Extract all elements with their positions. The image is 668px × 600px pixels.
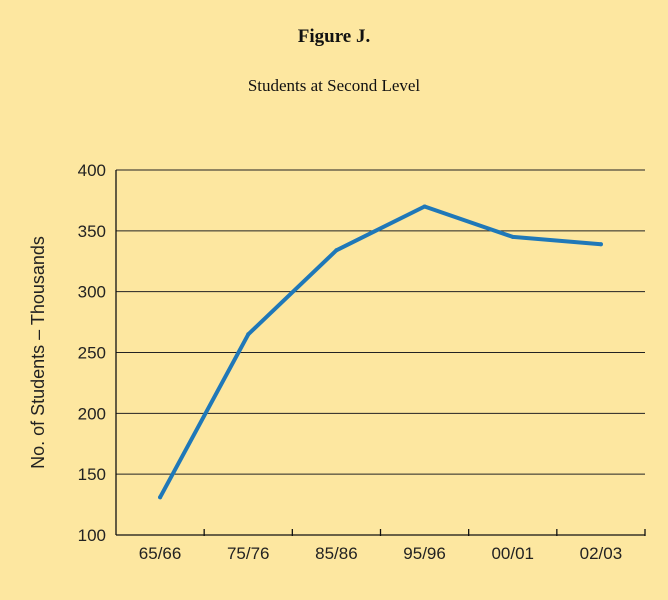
- data-point: [158, 495, 163, 500]
- y-tick-label: 350: [78, 222, 106, 241]
- data-point: [422, 204, 427, 209]
- y-tick-label: 150: [78, 465, 106, 484]
- y-tick-label: 400: [78, 161, 106, 180]
- y-tick-label: 200: [78, 404, 106, 423]
- data-point: [598, 242, 603, 247]
- chart-subtitle: Students at Second Level: [247, 76, 421, 95]
- y-tick-label: 100: [78, 526, 106, 545]
- x-tick-label: 95/96: [403, 544, 446, 563]
- y-tick-labels: 100 150 200 250 300 350 400: [78, 161, 106, 545]
- x-tick-label: 75/76: [227, 544, 270, 563]
- data-point: [334, 248, 339, 253]
- y-axis-title: No. of Students – Thousands: [28, 236, 48, 469]
- data-point: [510, 234, 515, 239]
- y-tick-label: 250: [78, 344, 106, 363]
- x-tick-label: 65/66: [139, 544, 182, 563]
- chart-title: Figure J.: [297, 26, 371, 47]
- series: [158, 204, 603, 500]
- x-tick-labels: 65/66 75/76 85/86 95/96 00/01 02/03: [139, 529, 646, 563]
- data-point: [246, 332, 251, 337]
- x-tick-label: 00/01: [491, 544, 534, 563]
- series-line: [158, 204, 603, 500]
- y-tick-label: 300: [78, 283, 106, 302]
- x-tick-label: 02/03: [580, 544, 623, 563]
- x-tick-label: 85/86: [315, 544, 358, 563]
